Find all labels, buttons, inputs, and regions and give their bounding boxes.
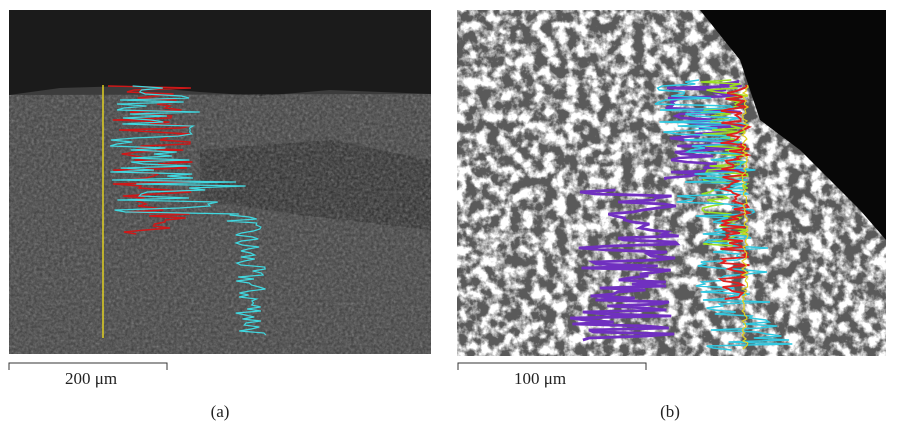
panel-caption: (a) bbox=[211, 402, 230, 421]
micrograph-a bbox=[9, 10, 431, 354]
figure: 200 μm 100 μm (a) (b) bbox=[0, 0, 898, 425]
micrograph-b bbox=[457, 10, 886, 356]
scale-label: 200 μm bbox=[65, 369, 117, 388]
panel-caption: (b) bbox=[660, 402, 680, 421]
scale-label: 100 μm bbox=[514, 369, 566, 388]
